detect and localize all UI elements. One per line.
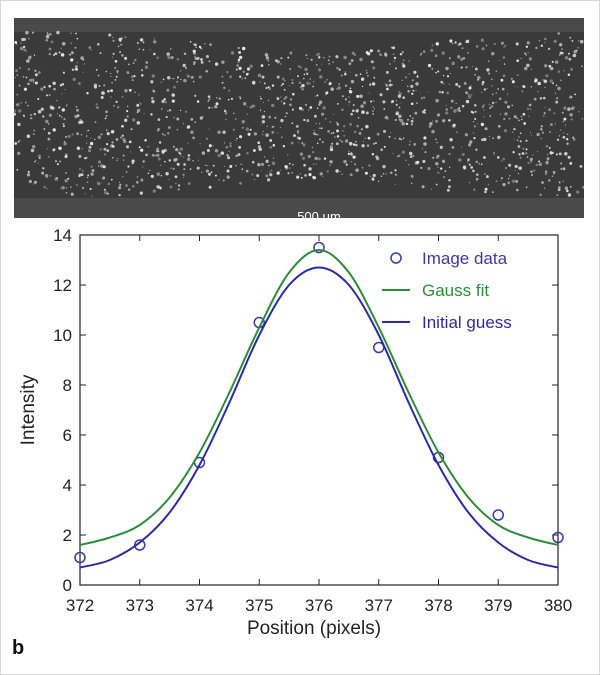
y-tick-label: 14 [53, 226, 72, 245]
data-point-image-data [492, 509, 504, 521]
x-axis-title: Position (pixels) [247, 618, 381, 639]
legend-label-gauss-fit: Gauss fit [422, 281, 489, 300]
series-line-gauss-fit [79, 248, 559, 546]
x-tick-label: 375 [245, 596, 273, 615]
y-tick-label: 12 [53, 276, 72, 295]
gaussian-fit-chart: 372 373 374 375 376 377 378 379 380 0 2 4 6 8 10 12 14 I… [18, 226, 572, 639]
y-tick-label: 4 [63, 476, 72, 495]
panel-label: b [12, 637, 25, 659]
y-tick-label: 6 [63, 426, 72, 445]
y-axis-title: Intensity [18, 374, 39, 445]
legend-swatch-image-data [390, 252, 402, 264]
scale-bar-label: 500 μm [297, 209, 341, 218]
y-tick-label: 2 [63, 526, 72, 545]
micrograph-edge-bottom [14, 198, 584, 218]
scale-bar: 500 μm [259, 209, 379, 218]
data-point-image-data [552, 531, 564, 544]
legend-label-initial-guess: Initial guess [422, 313, 512, 332]
y-tick-label: 10 [53, 326, 72, 345]
x-tick-label: 374 [185, 596, 213, 615]
tick-layer: 372 373 374 375 376 377 378 379 380 0 2 4 6 8 10 12 14 [53, 226, 572, 615]
legend: Image data Gauss fit Initial guess [382, 249, 512, 332]
series-line-initial-guess [79, 266, 559, 569]
micrograph-edge-top [14, 18, 584, 32]
micrograph-speckle [14, 18, 584, 218]
legend-label-image-data: Image data [422, 249, 508, 268]
data-point-image-data [74, 551, 86, 564]
x-tick-label: 376 [305, 596, 333, 615]
x-tick-label: 380 [544, 596, 572, 615]
x-tick-label: 378 [424, 596, 452, 615]
micrograph-image: 500 μm [14, 18, 584, 218]
y-tick-label: 8 [63, 376, 72, 395]
data-point-image-data [134, 539, 146, 551]
x-tick-label: 379 [484, 596, 512, 615]
data-point-image-data [313, 241, 325, 254]
series-layer [74, 241, 564, 569]
x-tick-label: 372 [66, 596, 94, 615]
speckle-particles [14, 30, 584, 197]
x-tick-label: 373 [126, 596, 154, 615]
x-tick-label: 377 [365, 596, 393, 615]
y-tick-label: 0 [63, 576, 72, 595]
